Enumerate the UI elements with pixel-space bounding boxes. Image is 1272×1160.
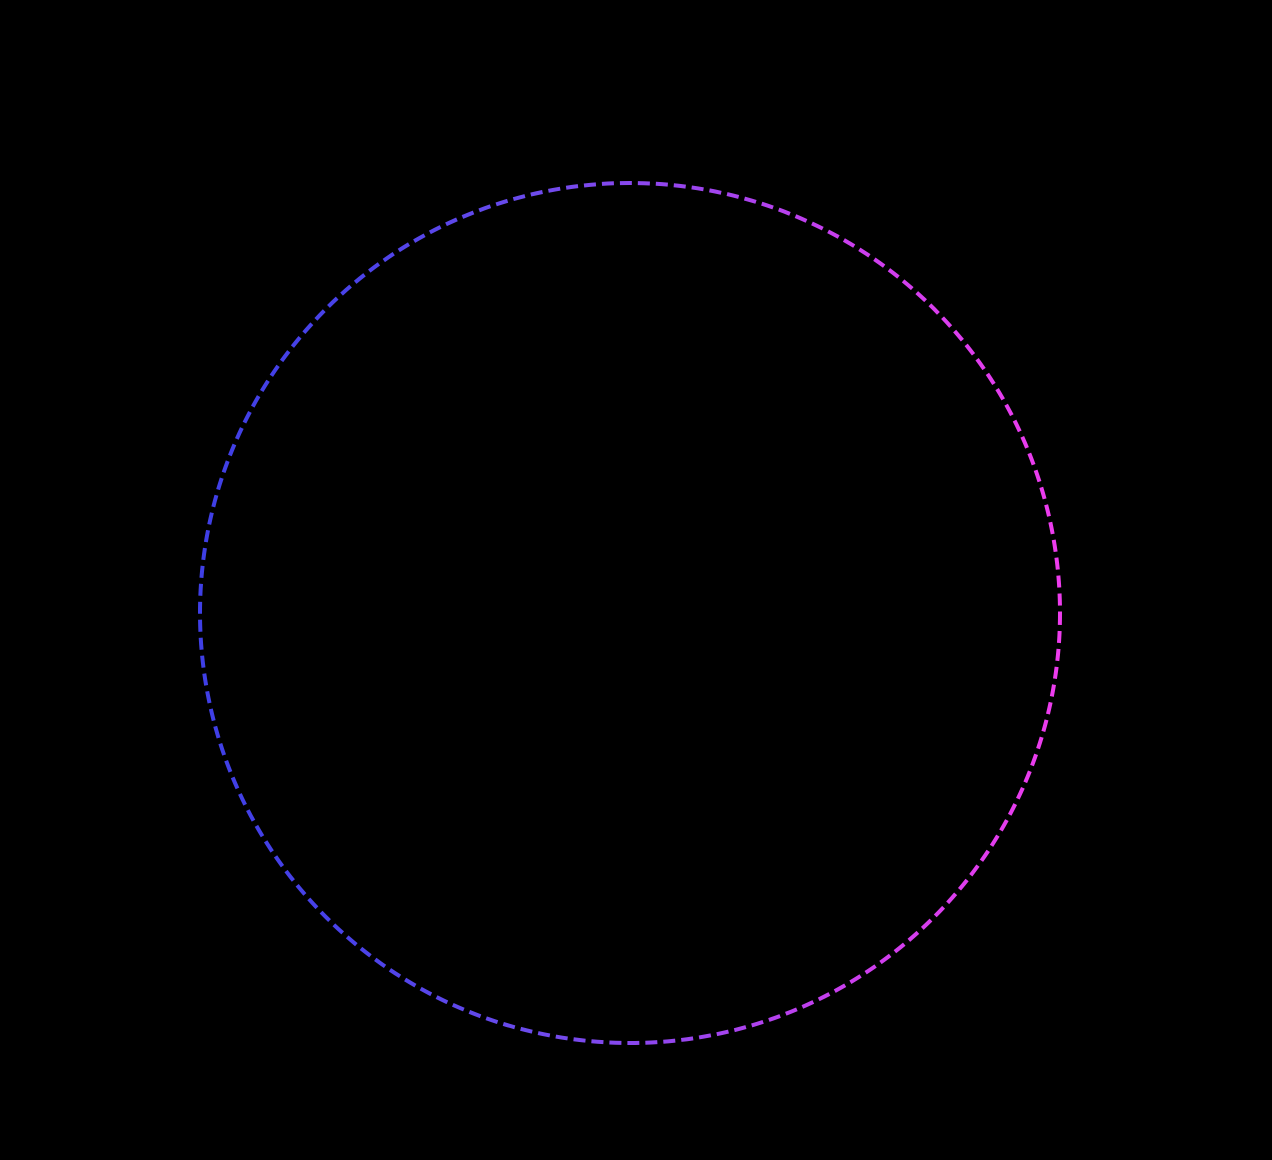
dashed-circle-path: [198, 181, 1062, 1045]
